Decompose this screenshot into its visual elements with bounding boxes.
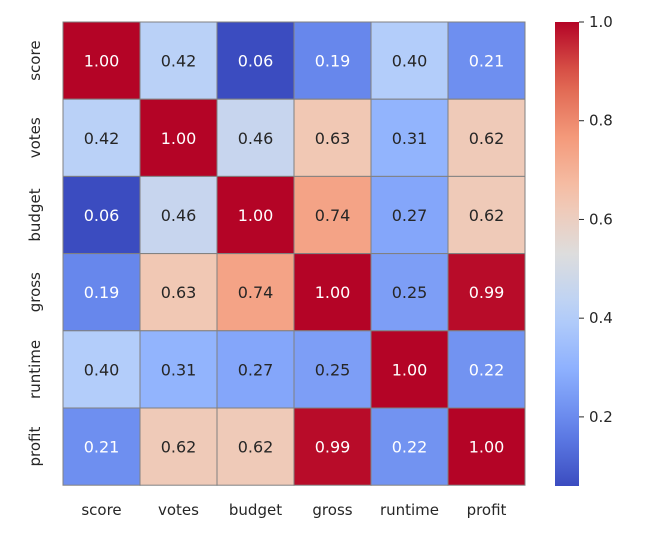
heatmap-cell-profit-runtime bbox=[370, 407, 449, 486]
heatmap-cell-score-score bbox=[62, 21, 141, 100]
heatmap-cell-gross-gross bbox=[293, 253, 372, 332]
heatmap-cell-label: 0.62 bbox=[469, 206, 505, 225]
heatmap-cell-label: 0.06 bbox=[238, 52, 274, 71]
heatmap-cell-label: 1.00 bbox=[315, 283, 351, 302]
heatmap-cell-label: 0.46 bbox=[238, 129, 274, 148]
heatmap-cell-runtime-score bbox=[62, 330, 141, 409]
y-tick-label-budget: budget bbox=[26, 188, 44, 241]
heatmap-cell-votes-profit bbox=[447, 98, 526, 177]
x-tick-label-votes: votes bbox=[158, 501, 199, 519]
heatmap-cell-votes-gross bbox=[293, 98, 372, 177]
heatmap-cell-label: 0.27 bbox=[238, 360, 274, 379]
colorbar-tick-label: 0.2 bbox=[589, 408, 613, 426]
heatmap-cell-label: 0.19 bbox=[315, 52, 351, 71]
heatmap-cell-label: 0.27 bbox=[392, 206, 428, 225]
heatmap-cell-label: 0.99 bbox=[469, 283, 505, 302]
heatmap-cell-label: 0.74 bbox=[238, 283, 274, 302]
heatmap-cell-label: 0.31 bbox=[392, 129, 428, 148]
heatmap-cell-label: 0.62 bbox=[161, 438, 197, 457]
heatmap-cell-gross-votes bbox=[139, 253, 218, 332]
heatmap-cell-score-gross bbox=[293, 21, 372, 100]
heatmap-cell-profit-profit bbox=[447, 407, 526, 486]
heatmap-cell-label: 0.40 bbox=[392, 52, 428, 71]
heatmap-cell-gross-profit bbox=[447, 253, 526, 332]
heatmap-cell-gross-score bbox=[62, 253, 141, 332]
heatmap-cell-label: 0.22 bbox=[392, 438, 428, 457]
heatmap-cell-budget-gross bbox=[293, 175, 372, 255]
x-tick-label-budget: budget bbox=[229, 501, 282, 519]
heatmap-cell-label: 0.21 bbox=[84, 438, 120, 457]
heatmap-cell-label: 0.42 bbox=[84, 129, 120, 148]
heatmap-cell-gross-budget bbox=[216, 253, 295, 332]
heatmap-cell-budget-runtime bbox=[370, 175, 449, 255]
y-tick-label-runtime: runtime bbox=[26, 340, 44, 399]
heatmap-cell-profit-score bbox=[62, 407, 141, 486]
heatmap-cell-score-runtime bbox=[370, 21, 449, 100]
heatmap-cell-label: 0.21 bbox=[469, 52, 505, 71]
heatmap-cell-runtime-profit bbox=[447, 330, 526, 409]
heatmap-cell-label: 1.00 bbox=[392, 360, 428, 379]
heatmap-cell-score-budget bbox=[216, 21, 295, 100]
heatmap-cell-label: 1.00 bbox=[469, 438, 505, 457]
heatmap-cell-label: 0.40 bbox=[84, 360, 120, 379]
x-tick-label-gross: gross bbox=[312, 501, 352, 519]
heatmap-cell-label: 0.25 bbox=[315, 360, 351, 379]
colorbar-tick-label: 1.0 bbox=[589, 13, 613, 31]
heatmap-cell-budget-votes bbox=[139, 175, 218, 255]
heatmap-cell-profit-gross bbox=[293, 407, 372, 486]
heatmap-cell-score-votes bbox=[139, 21, 218, 100]
heatmap-cell-budget-profit bbox=[447, 175, 526, 255]
heatmap-cell-labels: 1.00 0.42 0.06 0.19 0.40 0.21 0.42 1.00 0.46 0.63… bbox=[84, 52, 505, 457]
heatmap-cell-label: 0.22 bbox=[469, 360, 505, 379]
x-tick-label-score: score bbox=[81, 501, 121, 519]
heatmap-cell-label: 1.00 bbox=[84, 52, 120, 71]
heatmap-cell-runtime-gross bbox=[293, 330, 372, 409]
y-tick-label-votes: votes bbox=[26, 117, 44, 158]
colorbar-tick-label: 0.4 bbox=[589, 309, 613, 327]
heatmap-cell-budget-score bbox=[62, 175, 141, 255]
heatmap-cell-label: 0.62 bbox=[469, 129, 505, 148]
y-axis-tick-labels: score votes budget gross runtime profit bbox=[26, 40, 44, 466]
heatmap-cell-label: 0.63 bbox=[161, 283, 197, 302]
y-tick-label-gross: gross bbox=[26, 272, 44, 312]
heatmap-cell-label: 0.06 bbox=[84, 206, 120, 225]
heatmap-cell-score-profit bbox=[447, 21, 526, 100]
y-tick-label-score: score bbox=[26, 40, 44, 80]
heatmap-cell-label: 0.63 bbox=[315, 129, 351, 148]
heatmap-cells bbox=[62, 21, 526, 486]
heatmap-cell-label: 0.19 bbox=[84, 283, 120, 302]
heatmap-cell-runtime-budget bbox=[216, 330, 295, 409]
colorbar-tick-label: 0.8 bbox=[589, 112, 613, 130]
x-tick-label-profit: profit bbox=[467, 501, 507, 519]
heatmap-cell-label: 1.00 bbox=[238, 206, 274, 225]
heatmap-cell-label: 0.25 bbox=[392, 283, 428, 302]
x-axis-tick-labels: score votes budget gross runtime profit bbox=[81, 501, 506, 519]
heatmap-cell-label: 0.62 bbox=[238, 438, 274, 457]
colorbar-gradient bbox=[555, 22, 579, 486]
heatmap-cell-label: 0.46 bbox=[161, 206, 197, 225]
heatmap-cell-label: 0.42 bbox=[161, 52, 197, 71]
x-tick-label-runtime: runtime bbox=[380, 501, 439, 519]
heatmap-cell-label: 1.00 bbox=[161, 129, 197, 148]
heatmap-cell-label: 0.31 bbox=[161, 360, 197, 379]
heatmap-cell-gross-runtime bbox=[370, 253, 449, 332]
heatmap-cell-runtime-runtime bbox=[370, 330, 449, 409]
colorbar: 0.2 0.4 0.6 0.8 1.0 bbox=[555, 13, 613, 486]
heatmap-cell-votes-votes bbox=[139, 98, 218, 177]
colorbar-tick-label: 0.6 bbox=[589, 210, 613, 228]
heatmap-cell-label: 0.74 bbox=[315, 206, 351, 225]
y-tick-label-profit: profit bbox=[26, 427, 44, 467]
heatmap-cell-label: 0.99 bbox=[315, 438, 351, 457]
